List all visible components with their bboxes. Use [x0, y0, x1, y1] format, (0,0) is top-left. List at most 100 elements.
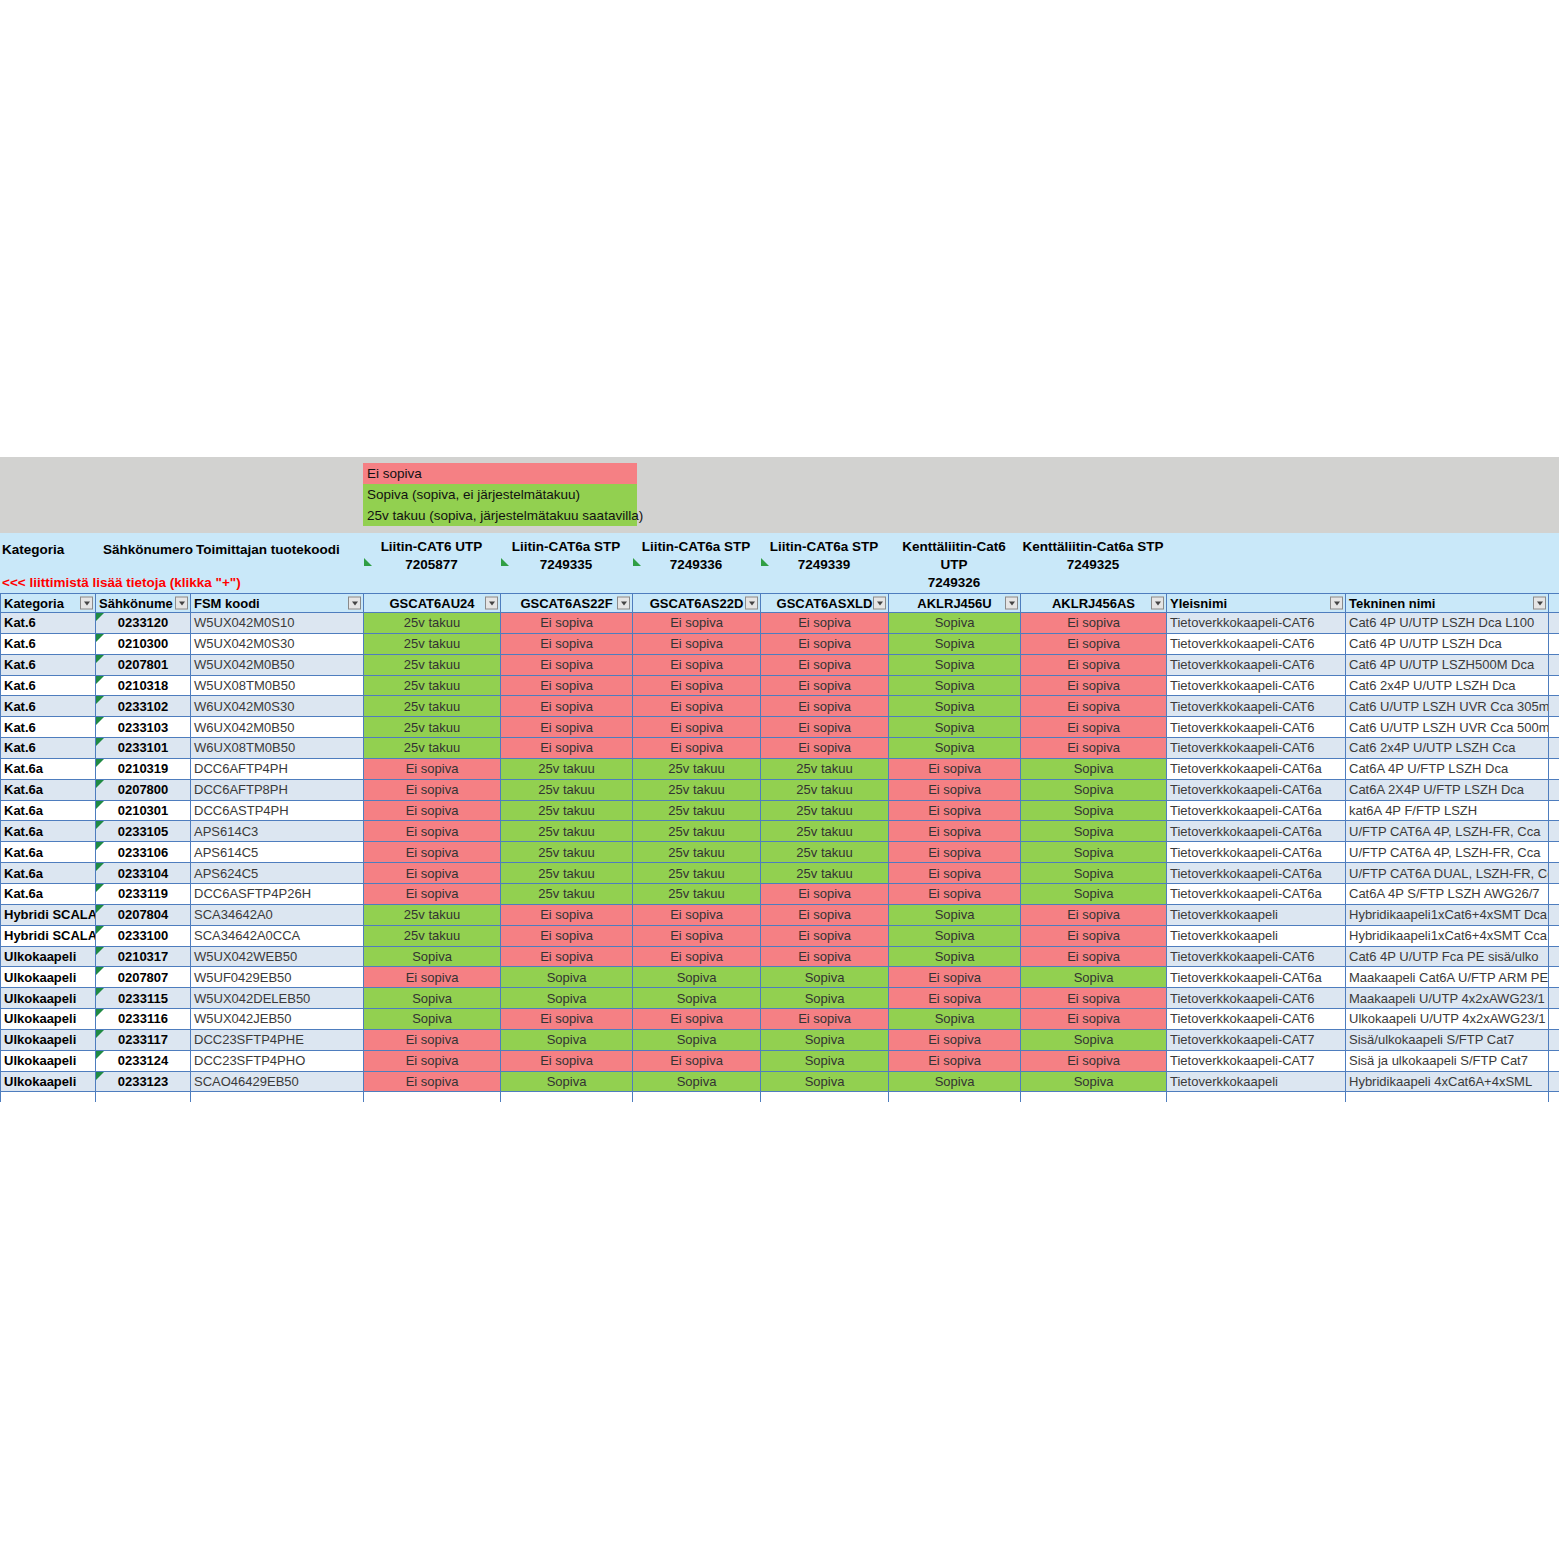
status-cell[interactable]: Ei sopiva — [1021, 905, 1167, 926]
technical-name-cell[interactable]: Cat6 2x4P U/UTP LSZH Dca — [1346, 676, 1549, 697]
technical-name-cell[interactable]: U/FTP CAT6A DUAL, LSZH-FR, Cca — [1346, 863, 1549, 884]
category-cell[interactable]: Kat.6 — [1, 696, 96, 717]
fsm-code-cell[interactable]: W6UX042M0S30 — [191, 696, 364, 717]
status-cell[interactable]: Ei sopiva — [501, 926, 633, 947]
technical-name-cell[interactable]: Ulkokaapeli U/UTP 4x2xAWG23/1 — [1346, 1009, 1549, 1030]
technical-name-cell[interactable]: Cat6A 4P S/FTP LSZH AWG26/7 — [1346, 884, 1549, 905]
status-cell[interactable]: Ei sopiva — [364, 863, 501, 884]
filter-dropdown-button[interactable] — [1005, 597, 1018, 610]
product-header-cell[interactable]: Liitin-CAT6a STP7249339 — [760, 538, 888, 574]
product-number-cell[interactable]: 0207801 — [96, 655, 191, 676]
common-name-cell[interactable]: Tietoverkkokaapeli — [1167, 1072, 1346, 1093]
fsm-code-cell[interactable]: APS614C5 — [191, 842, 364, 863]
status-cell[interactable]: Ei sopiva — [889, 1051, 1021, 1072]
category-cell[interactable]: Kat.6a — [1, 884, 96, 905]
status-cell[interactable]: 25v takuu — [761, 759, 889, 780]
technical-name-cell[interactable]: Maakaapeli U/UTP 4x2xAWG23/1 — [1346, 988, 1549, 1009]
common-name-cell[interactable]: Tietoverkkokaapeli-CAT6a — [1167, 863, 1346, 884]
technical-name-cell[interactable]: Cat6 4P U/UTP Fca PE sisä/ulko — [1346, 947, 1549, 968]
product-number-cell[interactable]: 0233106 — [96, 842, 191, 863]
status-cell[interactable]: 25v takuu — [501, 863, 633, 884]
fsm-code-cell[interactable]: APS614C3 — [191, 821, 364, 842]
fsm-code-cell[interactable]: W5UX042M0B50 — [191, 655, 364, 676]
common-name-cell[interactable]: Tietoverkkokaapeli-CAT6 — [1167, 634, 1346, 655]
status-cell[interactable]: Ei sopiva — [633, 1051, 761, 1072]
category-cell[interactable]: Kat.6a — [1, 801, 96, 822]
status-cell[interactable]: Sopiva — [1021, 821, 1167, 842]
status-cell[interactable]: 25v takuu — [501, 842, 633, 863]
status-cell[interactable]: Sopiva — [761, 1072, 889, 1093]
status-cell[interactable]: Sopiva — [633, 1030, 761, 1051]
common-name-cell[interactable]: Tietoverkkokaapeli-CAT6a — [1167, 967, 1346, 988]
status-cell[interactable]: Sopiva — [889, 717, 1021, 738]
category-cell[interactable]: Kat.6a — [1, 821, 96, 842]
status-cell[interactable]: Ei sopiva — [889, 821, 1021, 842]
status-cell[interactable]: Ei sopiva — [633, 947, 761, 968]
category-cell[interactable]: Hybridi SCALA — [1, 905, 96, 926]
status-cell[interactable]: Ei sopiva — [889, 842, 1021, 863]
status-cell[interactable]: Ei sopiva — [761, 696, 889, 717]
status-cell[interactable]: Ei sopiva — [1021, 613, 1167, 634]
filter-dropdown-button[interactable] — [1151, 597, 1164, 610]
status-cell[interactable]: 25v takuu — [364, 696, 501, 717]
status-cell[interactable]: Ei sopiva — [501, 1009, 633, 1030]
status-cell[interactable]: Ei sopiva — [364, 967, 501, 988]
category-cell[interactable]: Kat.6 — [1, 655, 96, 676]
category-cell[interactable]: Ulkokaapeli — [1, 1051, 96, 1072]
filter-header-cell[interactable]: Kategoria — [1, 594, 96, 613]
status-cell[interactable]: 25v takuu — [761, 863, 889, 884]
product-number-cell[interactable]: 0233105 — [96, 821, 191, 842]
status-cell[interactable]: Ei sopiva — [501, 717, 633, 738]
product-number-cell[interactable]: 0210317 — [96, 947, 191, 968]
legend-item-cell[interactable]: Sopiva (sopiva, ei järjestelmätakuu) — [363, 484, 637, 505]
status-cell[interactable]: Ei sopiva — [633, 1009, 761, 1030]
fsm-code-cell[interactable]: SCAO46429EB50 — [191, 1072, 364, 1093]
status-cell[interactable]: 25v takuu — [761, 801, 889, 822]
status-cell[interactable]: Ei sopiva — [501, 676, 633, 697]
status-cell[interactable]: Sopiva — [1021, 759, 1167, 780]
technical-name-cell[interactable]: Cat6 4P U/UTP LSZH Dca L100 — [1346, 613, 1549, 634]
technical-name-cell[interactable]: U/FTP CAT6A 4P, LSZH-FR, Cca — [1346, 821, 1549, 842]
common-name-cell[interactable]: Tietoverkkokaapeli-CAT6a — [1167, 842, 1346, 863]
common-name-cell[interactable]: Tietoverkkokaapeli-CAT7 — [1167, 1030, 1346, 1051]
status-cell[interactable]: Ei sopiva — [501, 905, 633, 926]
filter-header-cell[interactable]: GSCAT6AS22D — [633, 594, 761, 613]
filter-header-cell[interactable]: Yleisnimi — [1167, 594, 1346, 613]
status-cell[interactable]: 25v takuu — [364, 926, 501, 947]
legend-item-cell[interactable]: Ei sopiva — [363, 463, 637, 484]
status-cell[interactable]: Sopiva — [889, 1009, 1021, 1030]
filter-header-cell[interactable]: GSCAT6AS22F — [501, 594, 633, 613]
common-name-cell[interactable]: Tietoverkkokaapeli-CAT6 — [1167, 696, 1346, 717]
status-cell[interactable]: Ei sopiva — [1021, 1051, 1167, 1072]
filter-dropdown-button[interactable] — [485, 597, 498, 610]
status-cell[interactable]: Ei sopiva — [889, 967, 1021, 988]
status-cell[interactable]: Ei sopiva — [761, 926, 889, 947]
left-header-cell[interactable]: Toimittajan tuotekoodi — [196, 542, 340, 557]
fsm-code-cell[interactable]: DCC6ASTP4PH — [191, 801, 364, 822]
status-cell[interactable]: Sopiva — [364, 1009, 501, 1030]
status-cell[interactable]: Ei sopiva — [1021, 988, 1167, 1009]
status-cell[interactable]: 25v takuu — [364, 613, 501, 634]
status-cell[interactable]: Ei sopiva — [761, 884, 889, 905]
product-header-cell[interactable]: Kenttäliitin-Cat6a STP7249325 — [1020, 538, 1166, 574]
status-cell[interactable]: 25v takuu — [633, 842, 761, 863]
filter-header-cell[interactable]: Sähkönume — [96, 594, 191, 613]
fsm-code-cell[interactable]: W5UX042M0S30 — [191, 634, 364, 655]
filter-dropdown-button[interactable] — [873, 597, 886, 610]
status-cell[interactable]: Ei sopiva — [1021, 1009, 1167, 1030]
status-cell[interactable]: Ei sopiva — [364, 884, 501, 905]
status-cell[interactable]: Sopiva — [501, 1072, 633, 1093]
fsm-code-cell[interactable]: W5UX042M0S10 — [191, 613, 364, 634]
category-cell[interactable]: Kat.6 — [1, 634, 96, 655]
category-cell[interactable]: Hybridi SCALA — [1, 926, 96, 947]
technical-name-cell[interactable]: Cat6 4P U/UTP LSZH500M Dca — [1346, 655, 1549, 676]
technical-name-cell[interactable]: Hybridikaapeli1xCat6+4xSMT Dca — [1346, 905, 1549, 926]
status-cell[interactable]: Sopiva — [889, 1072, 1021, 1093]
product-number-cell[interactable]: 0233120 — [96, 613, 191, 634]
category-cell[interactable]: Ulkokaapeli — [1, 988, 96, 1009]
status-cell[interactable]: Ei sopiva — [364, 801, 501, 822]
fsm-code-cell[interactable]: W5UF0429EB50 — [191, 967, 364, 988]
status-cell[interactable]: 25v takuu — [364, 905, 501, 926]
status-cell[interactable]: Ei sopiva — [889, 988, 1021, 1009]
status-cell[interactable]: Ei sopiva — [364, 842, 501, 863]
